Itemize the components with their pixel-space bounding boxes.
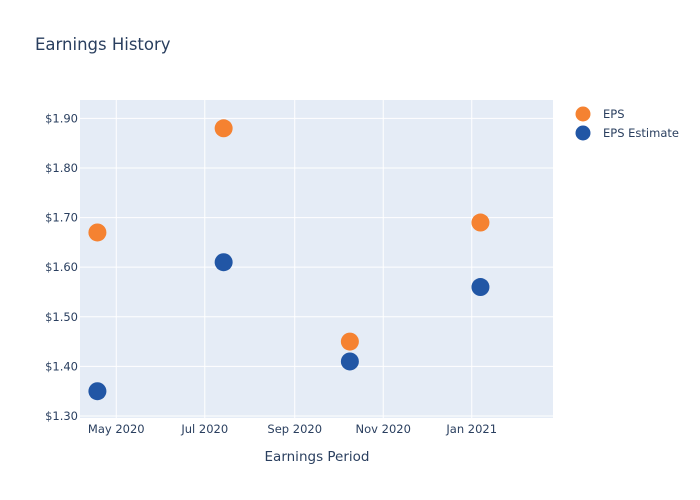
chart-title: Earnings History xyxy=(35,35,171,54)
legend: EPS EPS Estimate xyxy=(575,106,679,141)
x-tick-label: May 2020 xyxy=(88,422,145,436)
y-tick-label: $1.50 xyxy=(45,310,78,324)
grid-layer xyxy=(80,100,553,418)
legend-marker xyxy=(575,106,591,122)
data-point xyxy=(471,213,490,232)
y-tick-label: $1.90 xyxy=(45,111,78,125)
x-tick-label: Jul 2020 xyxy=(180,422,228,436)
data-points xyxy=(88,119,490,401)
legend-item[interactable]: EPS Estimate xyxy=(575,125,679,141)
y-tick-label: $1.80 xyxy=(45,161,78,175)
legend-label: EPS Estimate xyxy=(603,126,679,140)
legend-label: EPS xyxy=(603,107,625,121)
x-axis-title: Earnings Period xyxy=(265,449,370,465)
data-point xyxy=(214,253,233,272)
data-point xyxy=(88,382,107,401)
legend-marker xyxy=(575,125,591,141)
y-axis-ticks: $1.30 $1.40 $1.50 $1.60 $1.70 $1.80 $1.90 xyxy=(45,111,78,423)
x-tick-label: Sep 2020 xyxy=(267,422,322,436)
data-point xyxy=(340,352,359,371)
x-axis-ticks: May 2020 Jul 2020 Sep 2020 Nov 2020 Jan 2021 xyxy=(88,422,497,436)
y-tick-label: $1.70 xyxy=(45,211,78,225)
y-tick-label: $1.60 xyxy=(45,260,78,274)
data-point xyxy=(471,278,490,297)
x-tick-label: Jan 2021 xyxy=(445,422,497,436)
data-point xyxy=(88,223,107,242)
data-point xyxy=(340,332,359,351)
plot-background xyxy=(80,100,553,418)
data-point xyxy=(214,119,233,138)
y-tick-label: $1.30 xyxy=(45,409,78,423)
legend-item[interactable]: EPS xyxy=(575,106,625,122)
y-tick-label: $1.40 xyxy=(45,359,78,373)
x-tick-label: Nov 2020 xyxy=(356,422,411,436)
